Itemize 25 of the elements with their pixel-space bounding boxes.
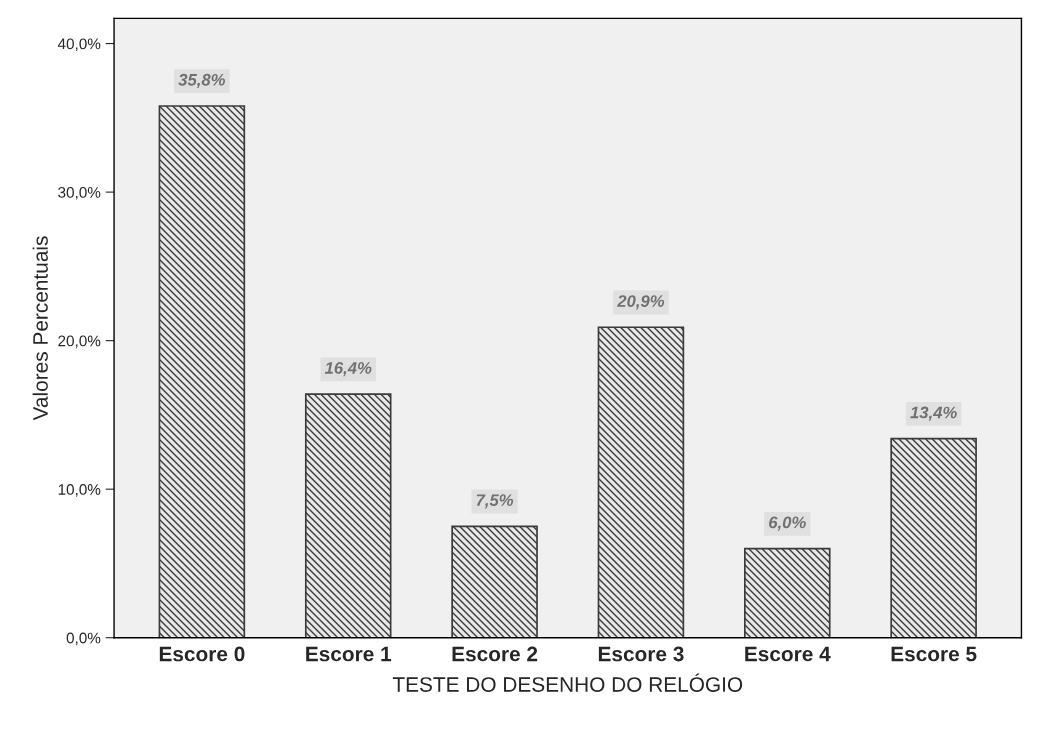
- x-tick-label: Escore 1: [306, 646, 392, 662]
- x-tick-label: Escore 5: [891, 646, 977, 662]
- bar: [597, 326, 685, 638]
- y-tick-label: 30,0%: [58, 186, 101, 200]
- x-tick-label: Escore 4: [745, 646, 831, 662]
- data-label: 6,0%: [769, 516, 806, 531]
- x-tick-label: Escore 0: [159, 646, 245, 662]
- bar: [890, 437, 977, 638]
- data-label: 35,8%: [178, 73, 226, 89]
- bar: [744, 547, 831, 638]
- y-tick-label: 10,0%: [58, 484, 101, 497]
- bar: [304, 393, 392, 638]
- y-tick-label: 20,0%: [58, 335, 101, 349]
- data-label: 16,4%: [324, 362, 372, 377]
- data-label: 13,4%: [910, 406, 957, 421]
- data-label: 20,9%: [617, 295, 665, 310]
- data-label: 7,5%: [476, 494, 514, 509]
- bar: [158, 105, 246, 638]
- x-axis-title: TESTE DO DESENHO DO RELÓGIO: [392, 673, 743, 692]
- y-tick-label: 40,0%: [57, 38, 101, 52]
- y-tick-label: 0,0%: [66, 632, 101, 646]
- y-axis-title: Valores Percentuais: [32, 236, 48, 421]
- x-tick-label: Escore 3: [598, 646, 684, 662]
- bar: [451, 525, 538, 638]
- x-tick-label: Escore 2: [452, 646, 538, 662]
